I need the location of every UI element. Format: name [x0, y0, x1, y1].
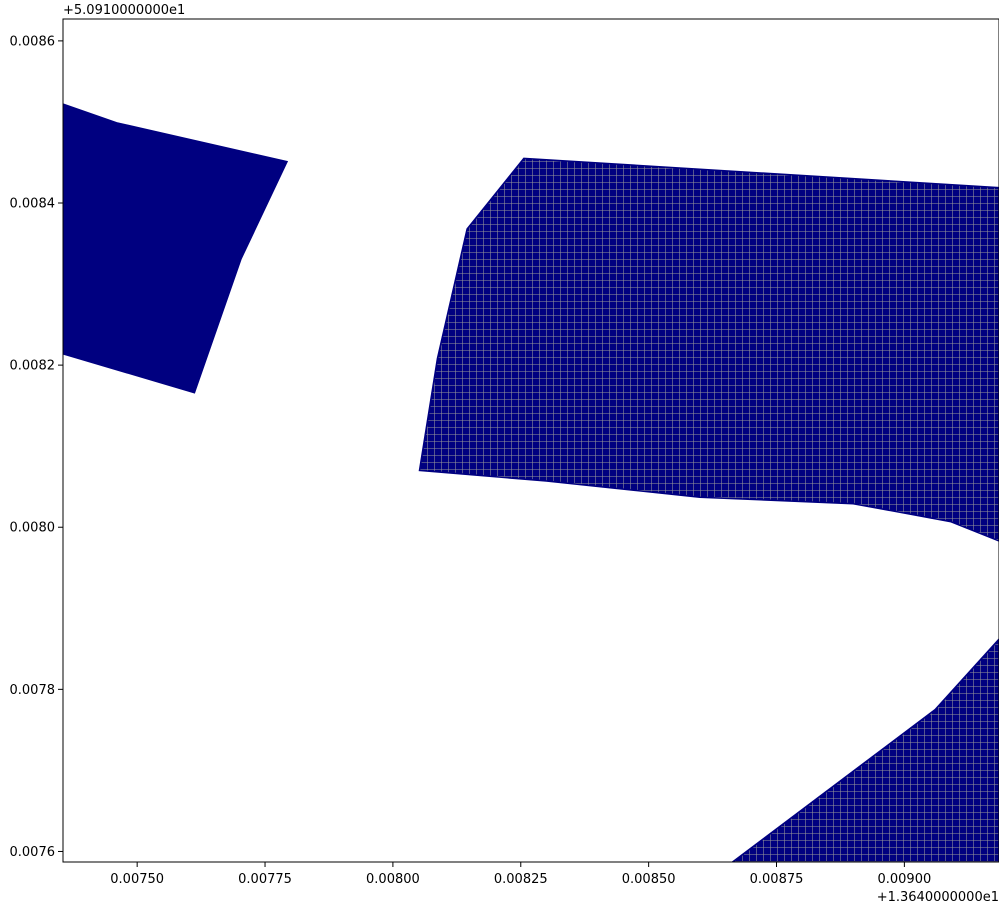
y-tick-label: 0.0082	[10, 359, 56, 374]
left-polygon	[63, 103, 289, 394]
center-polygon	[418, 157, 999, 542]
polygon-layer	[63, 103, 999, 862]
y-offset-label: +5.0910000000e1	[63, 3, 185, 18]
x-tick-label: 0.00750	[110, 872, 164, 887]
y-tick-label: 0.0078	[10, 683, 56, 698]
x-offset-label: +1.3640000000e1	[877, 890, 999, 905]
y-tick-label: 0.0084	[10, 197, 56, 212]
y-tick-label: 0.0076	[10, 845, 56, 860]
y-axis: 0.0076 0.0078 0.0080 0.0082 0.0084 0.0086	[10, 34, 63, 860]
bottom-right-polygon	[731, 637, 999, 862]
x-tick-label: 0.00825	[494, 872, 548, 887]
x-tick-label: 0.00800	[366, 872, 420, 887]
x-tick-label: 0.00900	[877, 872, 931, 887]
x-tick-label: 0.00775	[238, 872, 292, 887]
y-tick-label: 0.0080	[10, 521, 56, 536]
plot-frame	[62, 18, 999, 863]
x-tick-label: 0.00875	[750, 872, 804, 887]
x-tick-label: 0.00850	[622, 872, 676, 887]
x-axis: 0.00750 0.00775 0.00800 0.00825 0.00850 0.008…	[110, 862, 931, 887]
y-tick-label: 0.0086	[10, 34, 56, 49]
